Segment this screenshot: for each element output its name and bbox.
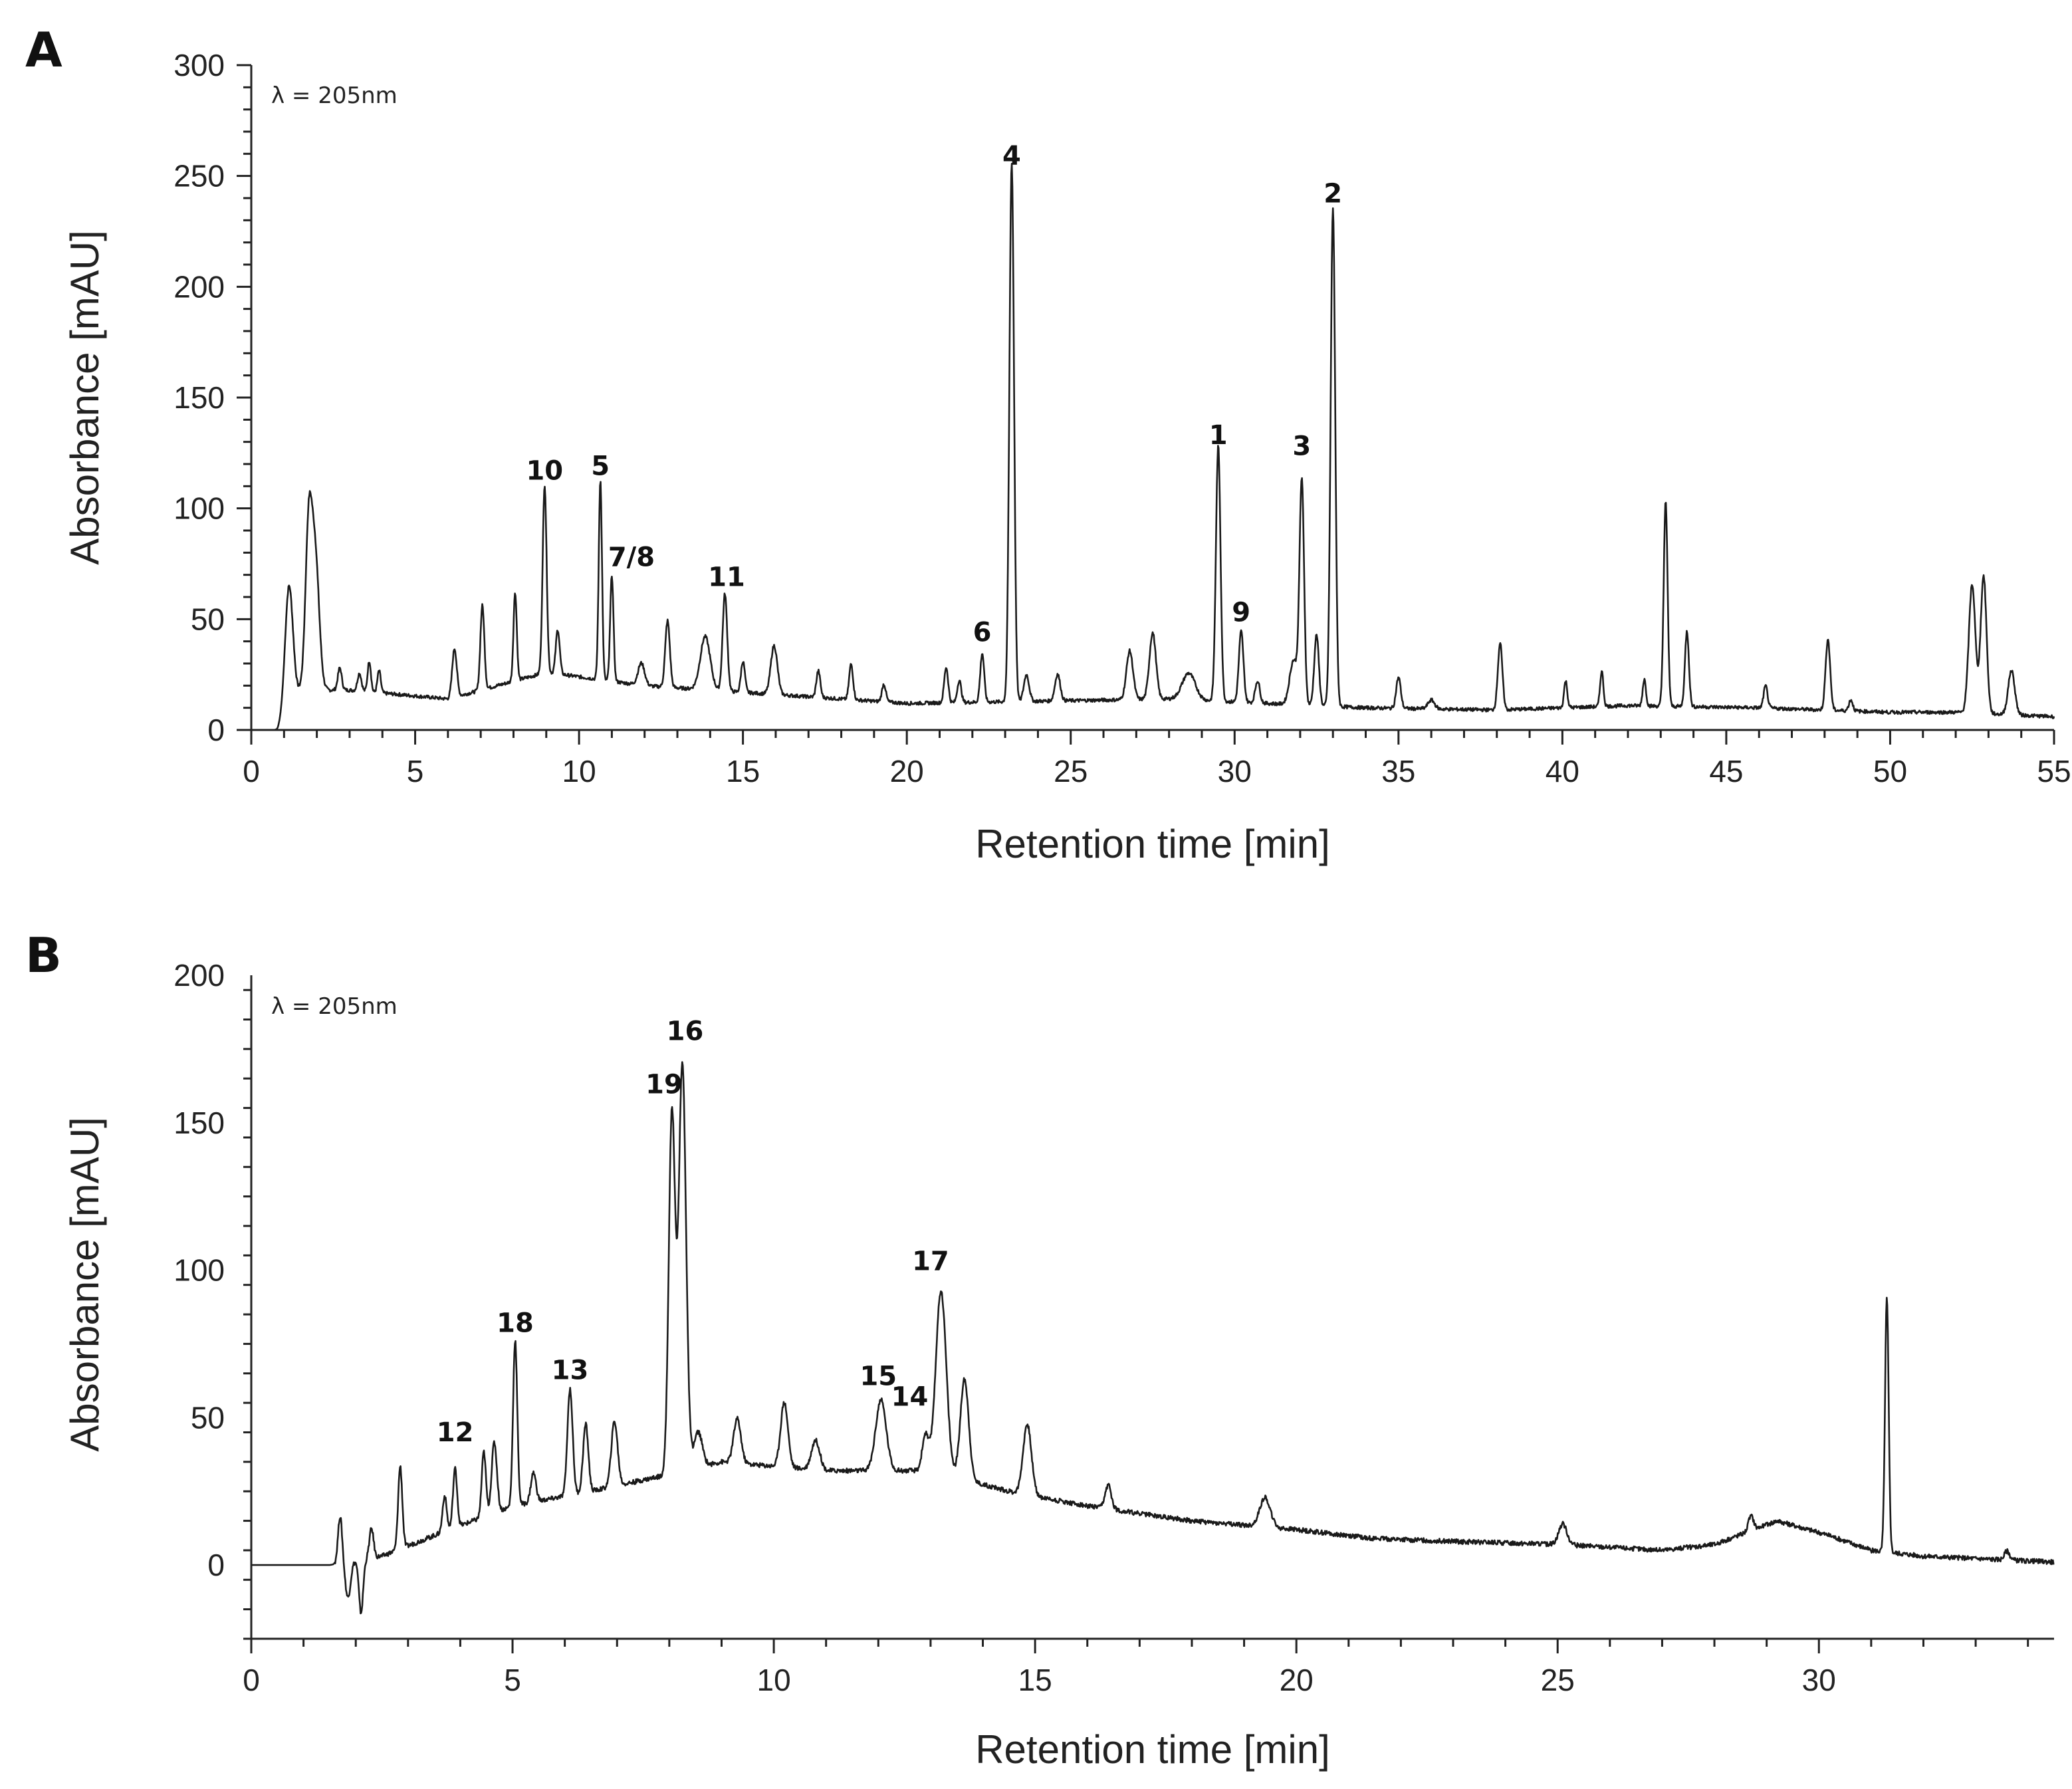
peak-label: 6 (973, 618, 992, 648)
peak-label: 9 (1232, 598, 1250, 628)
panel-b-chromatogram-trace (251, 1061, 2055, 1615)
panel-b-axes (250, 975, 2054, 1640)
y-tick-label: 200 (173, 958, 225, 993)
peak-label: 13 (552, 1356, 589, 1386)
panel-a-y-axis-label: Absorbance [mAU] (62, 230, 107, 565)
y-tick-label: 200 (173, 269, 225, 304)
peak-label: 19 (645, 1069, 683, 1100)
x-tick-label: 5 (504, 1663, 521, 1697)
y-tick-label: 150 (173, 380, 225, 415)
y-tick-label: 250 (173, 159, 225, 193)
x-tick-label: 25 (1541, 1663, 1575, 1697)
panel-a-axes (250, 65, 2054, 731)
x-tick-label: 15 (1018, 1663, 1052, 1697)
y-tick-label: 300 (173, 48, 225, 82)
peak-label: 3 (1292, 431, 1311, 462)
peak-label: 12 (437, 1417, 474, 1448)
x-tick-label: 20 (890, 754, 924, 788)
y-tick-label: 50 (191, 1400, 225, 1435)
peak-label: 15 (860, 1362, 897, 1392)
peak-label: 18 (497, 1308, 534, 1339)
x-tick-label: 30 (1802, 1663, 1836, 1697)
y-tick-label: 0 (207, 713, 225, 747)
x-tick-label: 15 (726, 754, 760, 788)
x-tick-label: 5 (407, 754, 424, 788)
peak-label: 7/8 (608, 542, 655, 572)
chromatogram-panel-a: A 0 5 10 15 20 25 30 35 40 45 50 550501001502002503… (25, 22, 2071, 866)
panel-b-wavelength-label: λ = 205nm (271, 993, 398, 1020)
peak-label: 5 (591, 451, 610, 482)
x-tick-label: 30 (1218, 754, 1252, 788)
panel-b-x-axis-label: Retention time [min] (975, 1727, 1330, 1772)
peak-label: 4 (1002, 141, 1021, 172)
y-tick-label: 100 (173, 1253, 225, 1288)
x-tick-label: 10 (562, 754, 596, 788)
panel-a-wavelength-label: λ = 205nm (271, 82, 398, 109)
y-tick-label: 100 (173, 491, 225, 526)
panel-a-peak-labels: 10 5 7/8 11 6 4 1 9 3 2 (526, 141, 1342, 648)
x-tick-label: 55 (2037, 754, 2071, 788)
panel-a-ticks (237, 64, 2055, 745)
panel-b-ticks (243, 989, 2029, 1653)
peak-label: 16 (667, 1016, 704, 1047)
peak-label: 17 (912, 1247, 949, 1277)
peak-label: 14 (891, 1382, 929, 1413)
y-tick-label: 150 (173, 1106, 225, 1140)
peak-label: 1 (1209, 420, 1228, 451)
panel-b-letter: B (25, 927, 62, 983)
y-tick-label: 0 (207, 1548, 225, 1582)
peak-label: 2 (1324, 179, 1342, 209)
x-tick-label: 20 (1280, 1663, 1314, 1697)
x-tick-label: 45 (1709, 754, 1743, 788)
y-tick-label: 50 (191, 602, 225, 636)
panel-a-letter: A (25, 22, 62, 78)
panel-a-x-axis-label: Retention time [min] (975, 822, 1330, 866)
x-tick-label: 0 (243, 1663, 260, 1697)
peak-label: 11 (708, 562, 745, 592)
peak-label: 10 (526, 455, 563, 486)
x-tick-label: 35 (1381, 754, 1415, 788)
x-tick-label: 40 (1546, 754, 1579, 788)
panel-b-y-axis-label: Absorbance [mAU] (62, 1117, 107, 1452)
x-tick-label: 0 (243, 754, 260, 788)
x-tick-label: 50 (1873, 754, 1907, 788)
panel-b-tick-labels: 0 5 10 15 20 25 30 0 50 100 150 200 (173, 958, 1836, 1697)
panel-a-chromatogram-trace (251, 162, 2055, 731)
x-tick-label: 10 (757, 1663, 791, 1697)
x-tick-label: 25 (1054, 754, 1088, 788)
